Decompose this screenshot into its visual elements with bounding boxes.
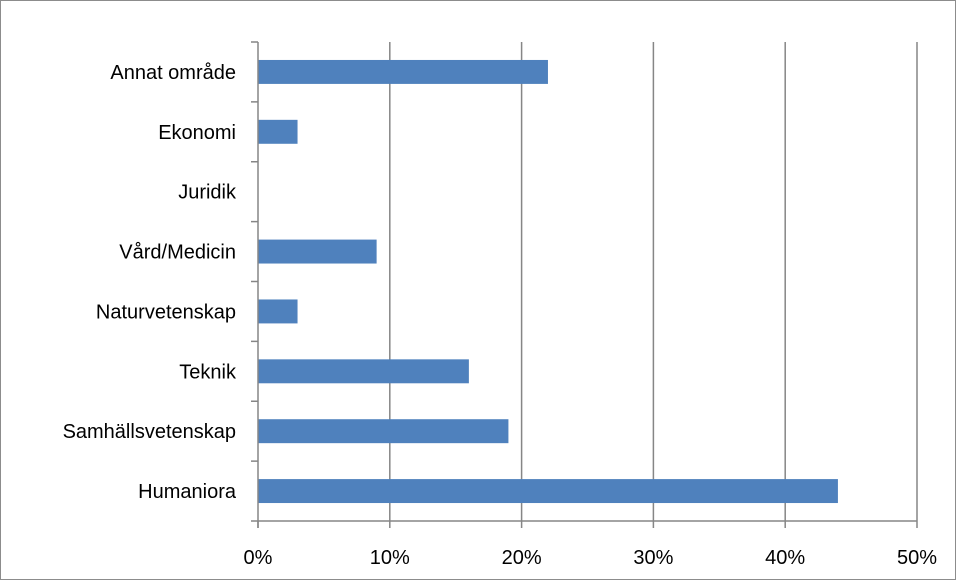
bar-samhällsvetenskap [258, 419, 509, 444]
y-tick-label: Vård/Medicin [119, 242, 236, 264]
bar-humaniora [258, 479, 838, 504]
x-tick-label: 20% [502, 547, 542, 569]
axis-layer [251, 41, 918, 528]
y-tick-label: Humaniora [138, 481, 237, 503]
y-tick-label: Ekonomi [158, 122, 236, 144]
x-tick-label: 30% [633, 547, 673, 569]
bar-layer [258, 59, 838, 504]
bar-ekonomi [258, 119, 298, 144]
x-tick-label: 50% [897, 547, 937, 569]
y-tick-label: Teknik [179, 361, 237, 383]
bar-naturvetenskap [258, 299, 298, 324]
x-tick-label: 10% [370, 547, 410, 569]
bar-annat-område [258, 59, 548, 84]
label-layer: Humaniora Samhällsvetenskap Teknik Naturvet… [63, 62, 938, 569]
bar-vård-medicin [258, 239, 377, 264]
x-tick-label: 40% [765, 547, 805, 569]
y-tick-label: Juridik [178, 182, 237, 204]
grid-layer [389, 42, 918, 521]
y-tick-label: Annat område [110, 62, 236, 84]
y-tick-label: Samhällsvetenskap [63, 421, 236, 443]
bar-teknik [258, 359, 469, 384]
x-tick-label: 0% [244, 547, 273, 569]
y-tick-label: Naturvetenskap [96, 301, 236, 323]
